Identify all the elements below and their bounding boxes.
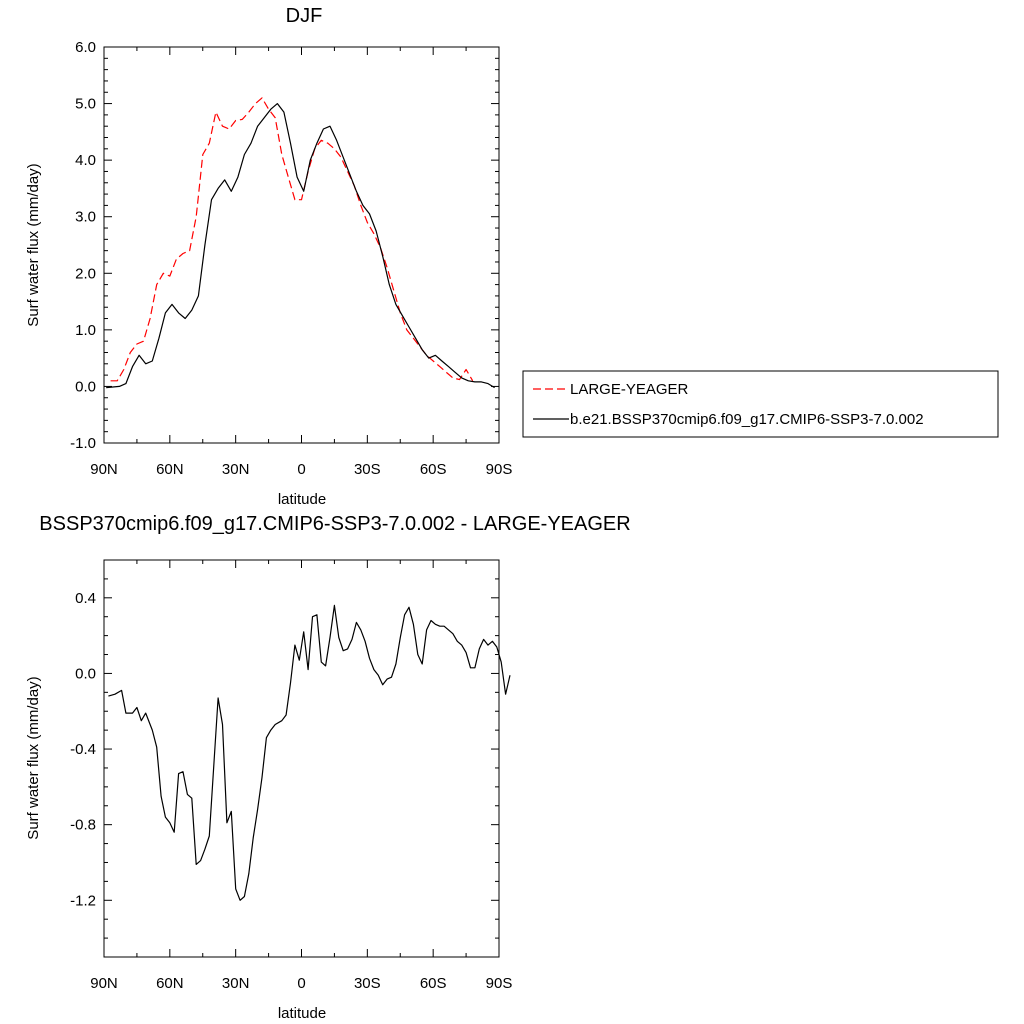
- x-tick-label: 30S: [354, 975, 381, 992]
- x-tick-label: 90N: [90, 461, 118, 478]
- bottom-chart-x-axis-label: latitude: [278, 1005, 326, 1022]
- x-tick-label: 30N: [222, 461, 250, 478]
- bottom-chart-ticks: [103, 559, 500, 958]
- legend-label-large-yeager: LARGE-YEAGER: [570, 381, 689, 398]
- y-tick-label: 0.0: [75, 665, 96, 682]
- x-tick-label: 0: [297, 975, 305, 992]
- bottom-chart-title: BSSP370cmip6.f09_g17.CMIP6-SSP3-7.0.002 …: [39, 513, 630, 535]
- y-tick-label: -0.8: [70, 817, 96, 834]
- y-tick-label: 1.0: [75, 322, 96, 339]
- bottom-chart-y-axis-label: Surf water flux (mm/day): [25, 676, 42, 839]
- y-tick-label: 3.0: [75, 209, 96, 226]
- top-chart-x-axis-label: latitude: [278, 491, 326, 508]
- top-chart-ticks: [103, 46, 500, 444]
- top-chart-series: [106, 97, 495, 389]
- x-tick-label: 60N: [156, 461, 184, 478]
- top-chart-x-tick-labels: 90N 60N 30N 0 30S 60S 90S: [90, 461, 512, 478]
- y-tick-label: 2.0: [75, 265, 96, 282]
- y-tick-label: 4.0: [75, 152, 96, 169]
- y-tick-label: 5.0: [75, 96, 96, 113]
- legend-box: [522, 370, 999, 438]
- x-tick-label: 90S: [486, 975, 513, 992]
- top-chart-y-tick-labels: -1.0 0.0 1.0 2.0 3.0 4.0 5.0 6.0: [70, 39, 96, 452]
- series-line-large-yeager: [110, 97, 474, 382]
- series-line-b-e21-bssp370cmip6-f09-g17-cmip6-ssp3-7-: [106, 103, 495, 389]
- y-tick-label: 0.4: [75, 590, 96, 607]
- series-line-difference-0: [108, 604, 511, 901]
- y-tick-label: 0.0: [75, 378, 96, 395]
- x-tick-label: 0: [297, 461, 305, 478]
- bottom-chart: BSSP370cmip6.f09_g17.CMIP6-SSP3-7.0.002 …: [25, 513, 631, 1022]
- top-chart-y-axis-label: Surf water flux (mm/day): [25, 163, 42, 326]
- x-tick-label: 90N: [90, 975, 118, 992]
- x-tick-label: 60N: [156, 975, 184, 992]
- bottom-chart-series: [108, 604, 511, 901]
- x-tick-label: 60S: [420, 461, 447, 478]
- bottom-chart-x-tick-labels: 90N 60N 30N 0 30S 60S 90S: [90, 975, 512, 992]
- bottom-chart-y-tick-labels: -1.2 -0.8 -0.4 0.0 0.4: [70, 590, 96, 909]
- y-tick-label: 6.0: [75, 39, 96, 56]
- x-tick-label: 90S: [486, 461, 513, 478]
- legend: LARGE-YEAGER b.e21.BSSP370cmip6.f09_g17.…: [522, 370, 999, 438]
- x-tick-label: 60S: [420, 975, 447, 992]
- y-tick-label: -1.0: [70, 435, 96, 452]
- y-tick-label: -1.2: [70, 892, 96, 909]
- legend-label-ssp370: b.e21.BSSP370cmip6.f09_g17.CMIP6-SSP3-7.…: [570, 411, 924, 428]
- top-chart: DJF -1.0 0.0 1.0 2.0 3.0 4.0 5.0 6.0 90N 60N 30N 0…: [25, 5, 512, 508]
- x-tick-label: 30N: [222, 975, 250, 992]
- top-chart-title: DJF: [286, 5, 323, 27]
- x-tick-label: 30S: [354, 461, 381, 478]
- y-tick-label: -0.4: [70, 741, 96, 758]
